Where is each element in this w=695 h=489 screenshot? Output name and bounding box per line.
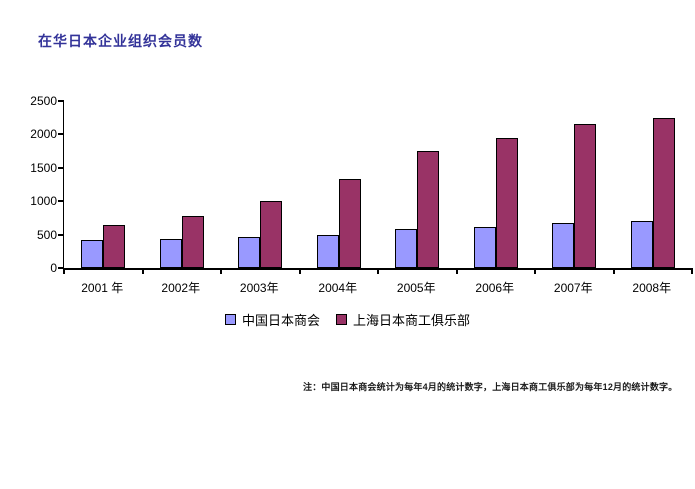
x-axis-tick: [612, 268, 615, 274]
x-axis-tick: [455, 268, 458, 274]
x-axis-tick: [63, 268, 65, 274]
y-tick-label: 0: [50, 261, 57, 275]
x-tick-label: 2002年: [161, 281, 201, 295]
x-axis-tick: [141, 268, 144, 274]
y-axis-tick: [58, 166, 64, 169]
plot-area: 0 500 1000 1500 2000 2500: [30, 95, 693, 274]
bar-series1: [473, 227, 496, 268]
bar-series1: [316, 235, 339, 268]
x-axis-tick: [377, 268, 379, 274]
y-tick-label: 1000: [30, 194, 57, 209]
bar-series2: [103, 225, 126, 268]
y-tick-label: 1500: [30, 160, 57, 175]
x-tick-label: 2008年: [632, 281, 672, 295]
x-axis-tick: [220, 268, 222, 274]
y-tick-label: 500: [36, 227, 57, 242]
bar-series2: [574, 124, 597, 268]
legend-item-series1: 中国日本商会: [224, 310, 320, 329]
x-axis-tick: [298, 268, 301, 274]
y-tick-label: 2500: [30, 94, 57, 108]
x-tick-label: 2003年: [239, 281, 279, 295]
y-axis-tick: [58, 133, 64, 136]
legend-item-series2: 上海日本商工俱乐部: [336, 310, 470, 329]
footnote: 注：中国日本商会统计为每年4月的统计数字，上海日本商工俱乐部为每年12月的统计数…: [303, 382, 678, 392]
bar-series1: [630, 221, 653, 268]
legend-swatch-series2-icon: [336, 314, 347, 325]
legend-label-series1: 中国日本商会: [241, 313, 320, 328]
y-axis-tick: [58, 100, 64, 102]
bar-series1: [238, 237, 261, 268]
bar-series2: [417, 151, 440, 268]
bar-series1: [159, 239, 182, 268]
bar-series1: [395, 229, 418, 268]
x-tick-label: 2007年: [553, 281, 593, 295]
x-tick-label: 2005年: [396, 281, 436, 295]
legend-swatch-series1-icon: [224, 314, 236, 325]
x-tick-label: 2004年: [318, 281, 358, 295]
bar-series2: [652, 118, 675, 268]
y-axis-tick: [58, 200, 64, 203]
x-axis-tick: [691, 268, 693, 274]
legend-label-series2: 上海日本商工俱乐部: [353, 313, 471, 328]
bar-series1: [552, 223, 575, 268]
bar-series1: [81, 240, 104, 268]
bar-series2: [495, 138, 518, 268]
bar-series2: [181, 216, 204, 268]
bar-series2: [338, 179, 361, 268]
y-axis-tick: [58, 267, 64, 269]
legend: 中国日本商会 上海日本商工俱乐部: [0, 310, 695, 329]
y-axis-tick: [58, 233, 64, 236]
y-tick-label: 2000: [30, 127, 57, 142]
x-axis-tick: [534, 268, 536, 274]
chart-title: 在华日本企业组织会员数: [38, 33, 203, 49]
x-tick-label: 2006年: [475, 281, 515, 295]
x-tick-label: 2001 年: [81, 281, 124, 295]
bar-series2: [260, 201, 283, 268]
